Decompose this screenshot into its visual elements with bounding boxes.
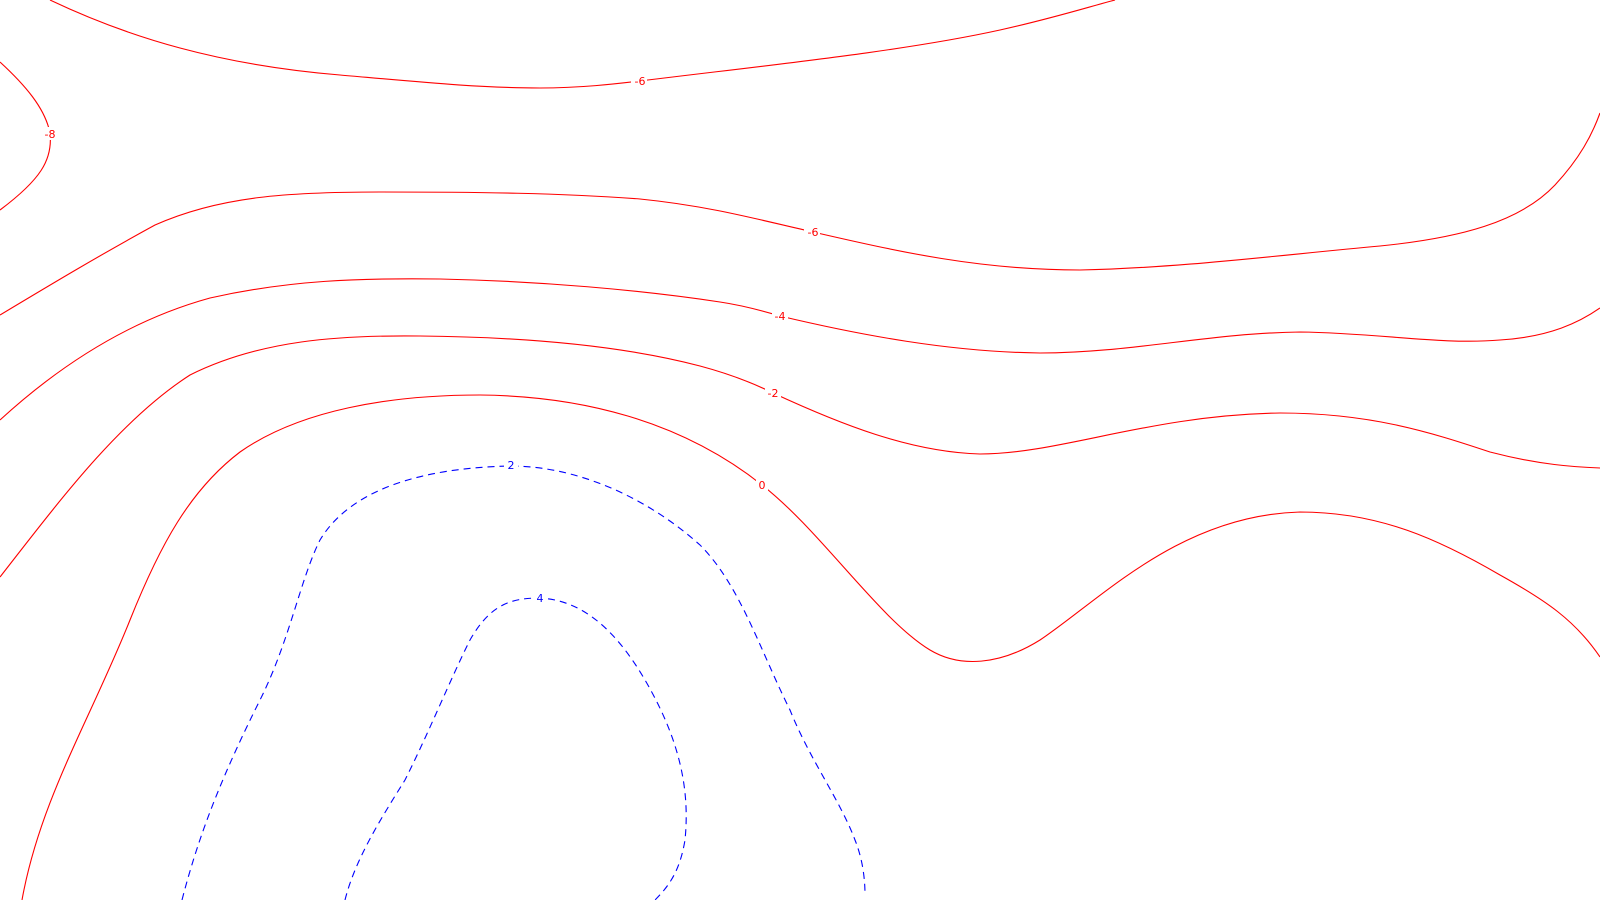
contour-line-minus-6-middle: -6 [0,112,1600,316]
contour-label: -6 [808,226,819,239]
contour-line-minus-4: -4 [0,278,1600,421]
contour-line-zero: 0 [21,394,1600,900]
contour-label: -4 [775,310,786,323]
contour-path [0,278,1600,421]
contour-line-plus-2: 2 [181,459,866,900]
contour-label: 0 [759,479,766,492]
contour-label: -6 [635,75,646,88]
contour-path [21,394,1600,900]
contour-label: 4 [537,592,544,605]
contour-label: 2 [508,459,515,472]
contour-label: -8 [45,128,56,141]
contour-line-minus-8: -8 [0,61,57,211]
contour-label: -2 [768,387,779,400]
contour-path [0,335,1600,578]
contour-path [181,465,866,900]
contour-line-minus-2: -2 [0,335,1600,578]
contour-path [49,0,1116,89]
contour-path [0,61,51,211]
contour-path [0,112,1600,316]
contour-path [344,597,687,900]
contour-line-plus-4: 4 [344,592,687,900]
contour-line-minus-6-top: -6 [49,0,1116,89]
